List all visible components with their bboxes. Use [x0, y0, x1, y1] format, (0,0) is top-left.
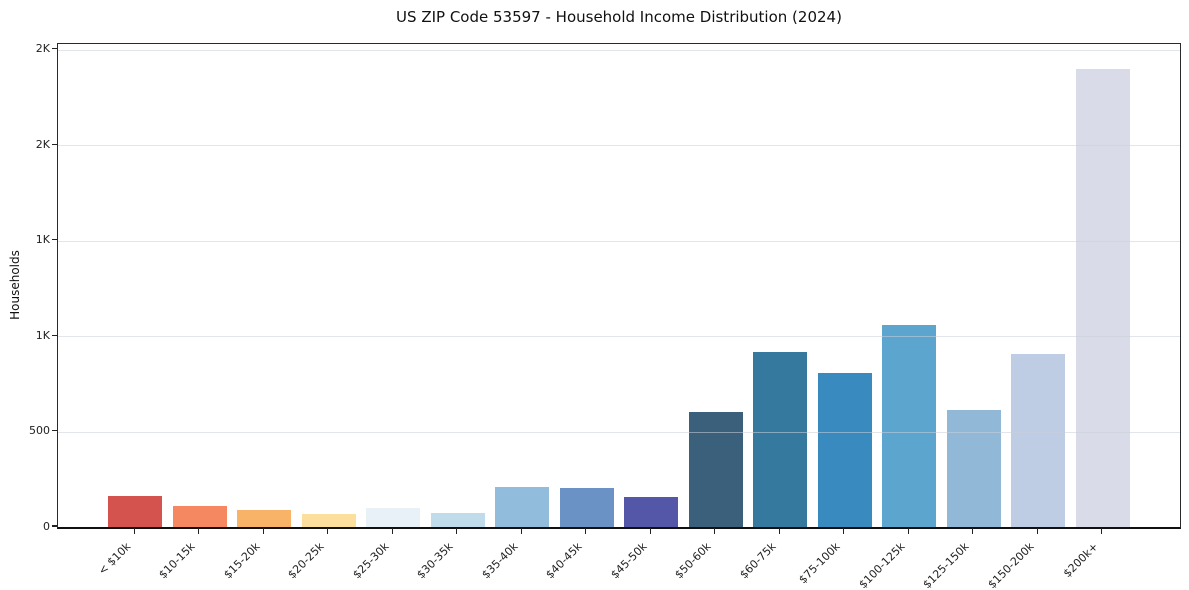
bar-3 — [237, 509, 292, 527]
bar-8 — [559, 487, 614, 527]
bar-2 — [172, 506, 227, 527]
x-tick-label: $50-60k — [672, 540, 714, 582]
bar-15 — [1011, 354, 1066, 527]
bar-4 — [301, 513, 356, 527]
bar-6 — [430, 512, 485, 527]
x-tick-label: $150-200k — [985, 540, 1037, 590]
bar-1 — [108, 495, 163, 527]
bar-10 — [688, 411, 743, 527]
x-tick-label: $35-40k — [479, 540, 521, 582]
gridline-1000 — [58, 336, 1180, 338]
y-tick-label: 2K — [35, 42, 50, 56]
x-tick-label: $125-150k — [920, 540, 972, 590]
bar-5 — [366, 507, 421, 527]
x-tick-label: $40-45k — [543, 540, 585, 582]
x-tick-label: $20-25k — [285, 540, 327, 582]
chart-title: US ZIP Code 53597 - Household Income Dis… — [396, 8, 842, 26]
x-tick-label: $45-50k — [608, 540, 650, 582]
bar-9 — [624, 497, 679, 527]
gridline-1500 — [58, 240, 1180, 242]
x-tick-label: $25-30k — [350, 540, 392, 582]
y-tick-label: 2K — [35, 137, 50, 151]
bar-13 — [882, 324, 937, 527]
y-axis-title: Households — [8, 250, 22, 320]
bar-16 — [1075, 68, 1130, 527]
y-tick-label: 500 — [29, 424, 50, 437]
x-tick-label: $30-35k — [414, 540, 456, 582]
y-tick-label: 0 — [43, 519, 50, 533]
bar-14 — [946, 409, 1001, 527]
x-tick-label: $100-125k — [856, 540, 908, 590]
gridline-2000 — [58, 145, 1180, 147]
x-tick-label: $60-75k — [737, 540, 779, 582]
gridline-2500 — [58, 49, 1180, 51]
gridline-500 — [58, 431, 1180, 433]
y-tick-label: 1K — [35, 328, 50, 342]
y-tick-label: 1K — [35, 233, 50, 247]
plot-area — [57, 43, 1181, 529]
bar-7 — [495, 486, 550, 527]
bar-11 — [753, 352, 808, 527]
x-tick-label: $10-15k — [156, 540, 198, 582]
x-tick-label: $15-20k — [221, 540, 263, 582]
x-tick-label: $75-100k — [796, 540, 843, 587]
bar-12 — [817, 373, 872, 527]
x-tick-label: $200k+ — [1060, 540, 1101, 581]
x-tick-label: < $10k — [95, 540, 134, 578]
